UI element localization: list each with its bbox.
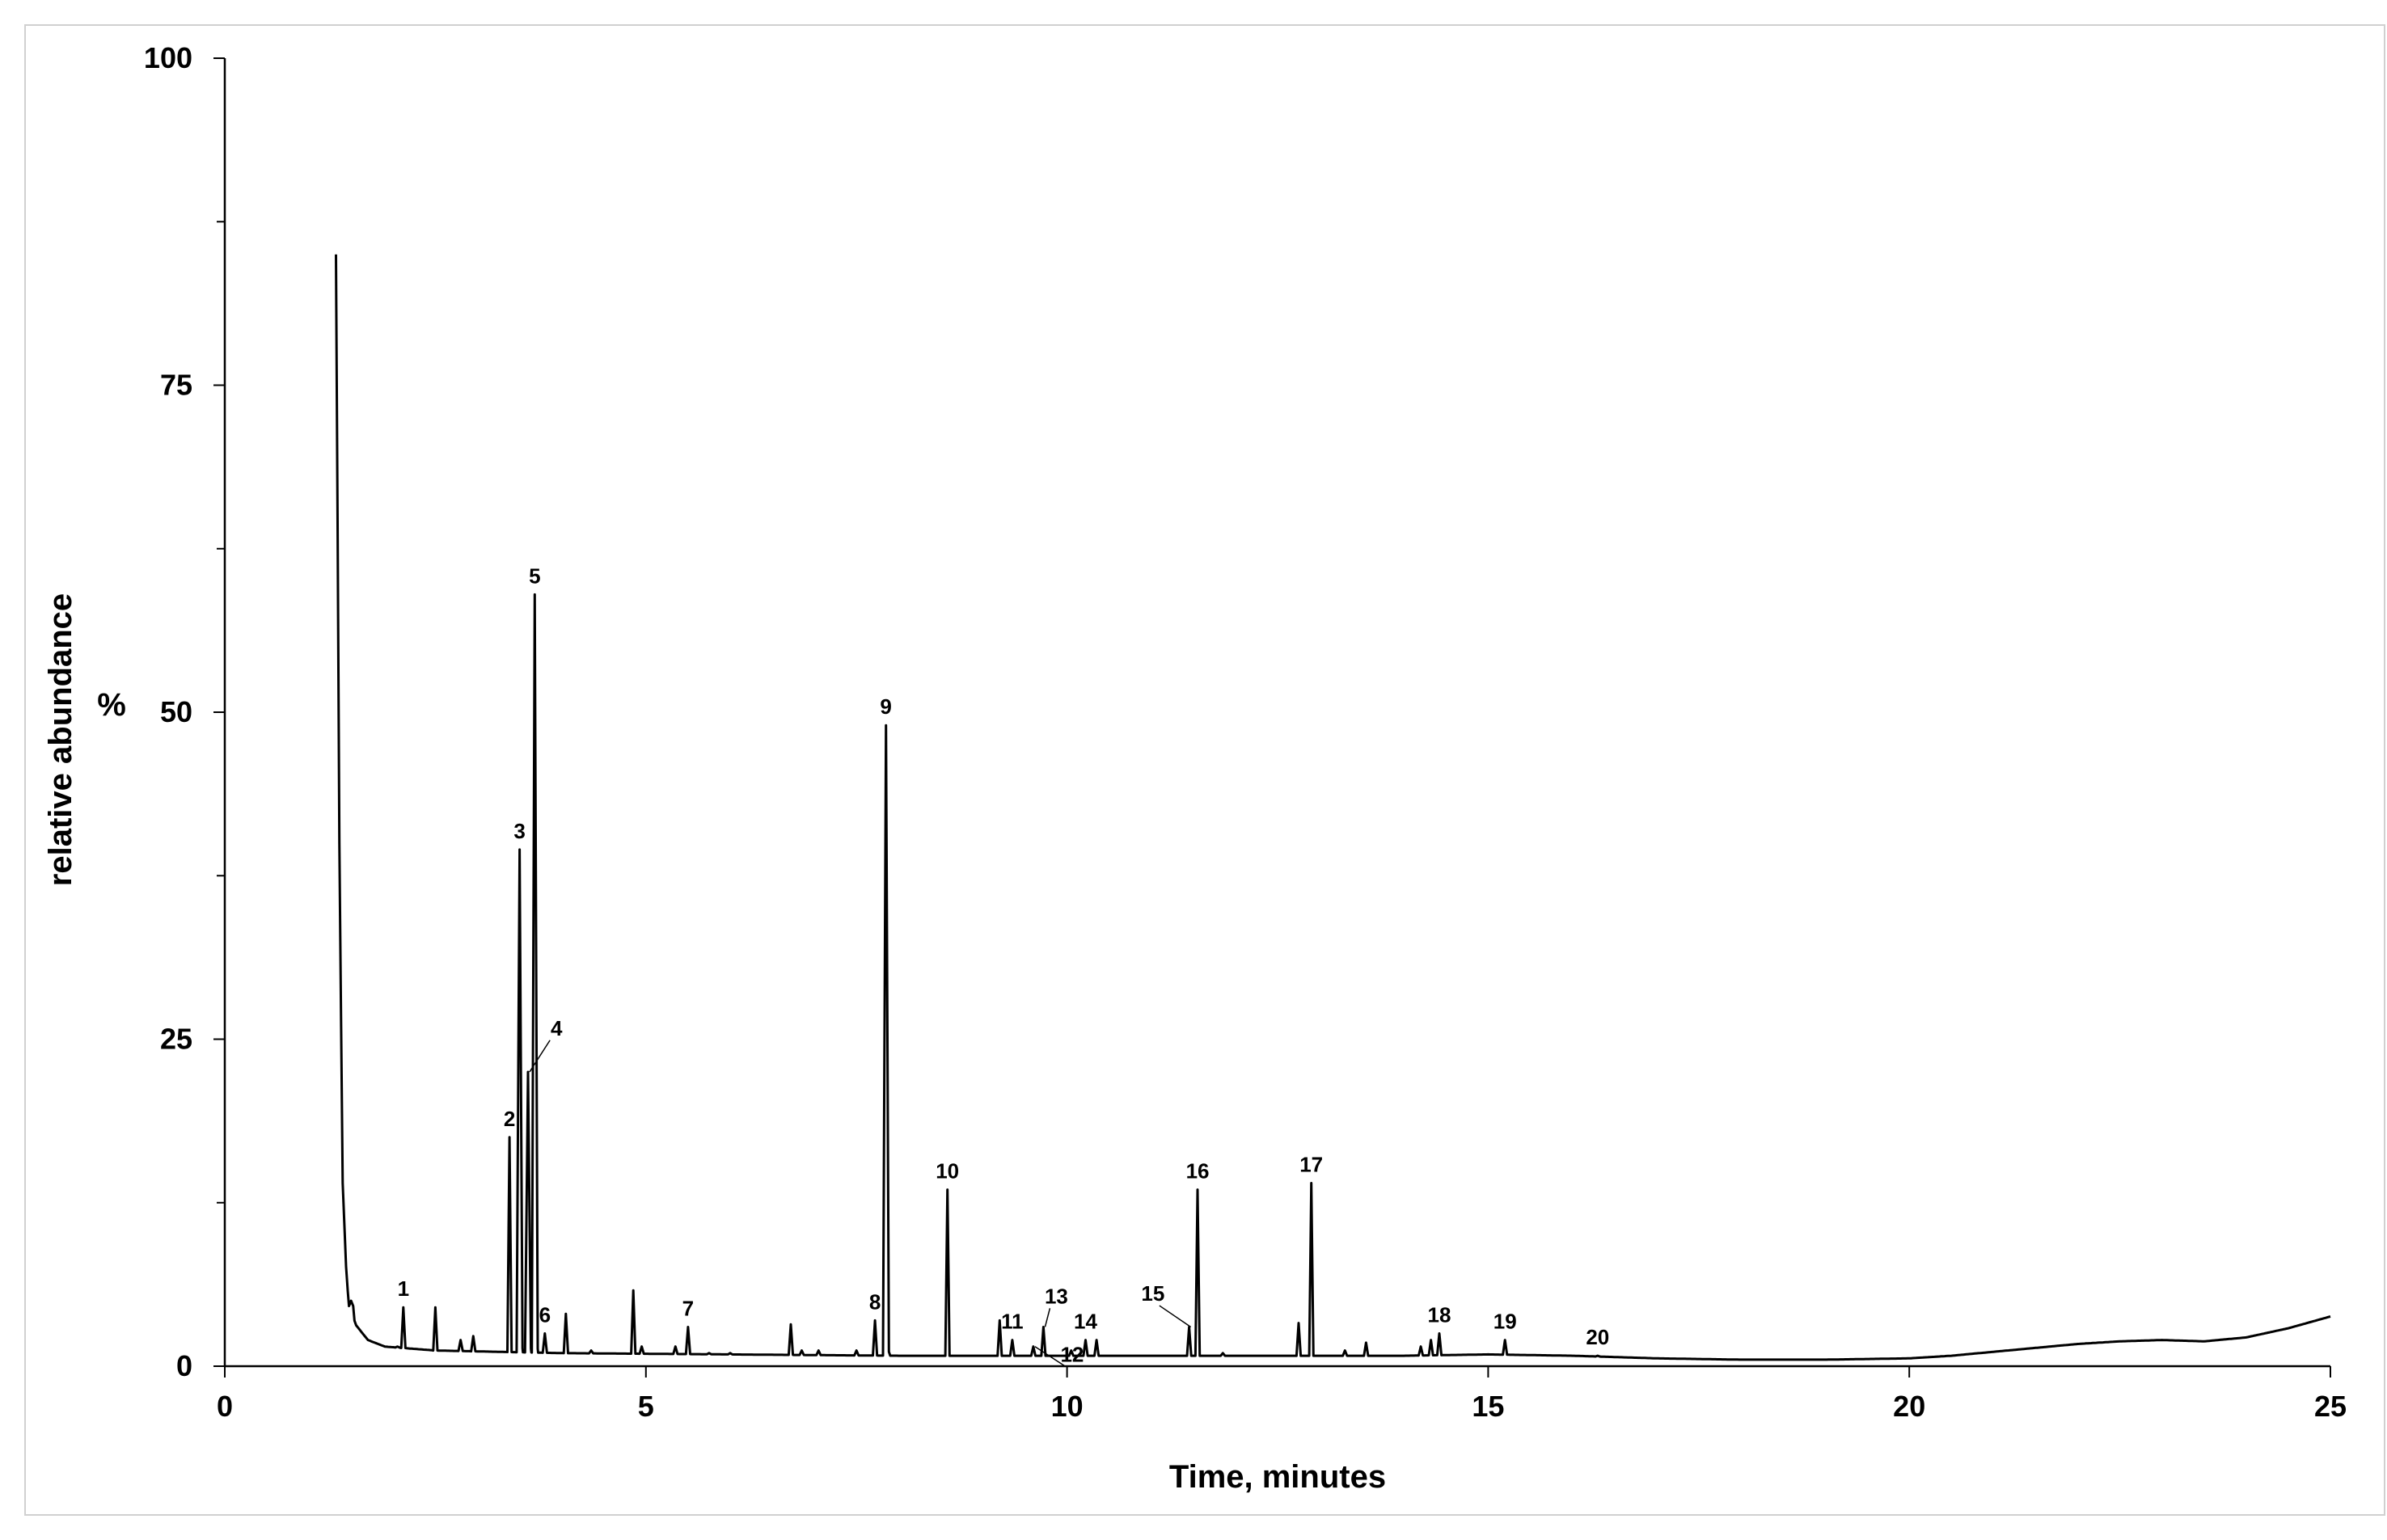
- x-axis-title: Time, minutes: [1169, 1459, 1386, 1495]
- trace-group: [335, 254, 2331, 1361]
- peak-label-6: 6: [539, 1303, 551, 1327]
- y-tick-label: 50: [160, 695, 192, 728]
- peak-label-1: 1: [398, 1276, 409, 1301]
- chromatogram-trace: [335, 254, 2331, 1361]
- peak-12-leader: [1034, 1346, 1067, 1368]
- y-axis-title: relative abundance: [43, 593, 78, 886]
- x-tick-label: 0: [217, 1390, 233, 1423]
- peak-label-10: 10: [936, 1159, 959, 1183]
- peak-label-3: 3: [513, 819, 525, 843]
- peak-label-20: 20: [1586, 1325, 1609, 1349]
- peak-label-9: 9: [880, 694, 891, 719]
- peak-label-14: 14: [1074, 1310, 1097, 1334]
- peak-label-4: 4: [551, 1016, 563, 1040]
- peak-label-16: 16: [1186, 1159, 1210, 1183]
- x-tick-label: 25: [2314, 1390, 2347, 1423]
- y-tick-label: 75: [160, 369, 192, 402]
- peak-label-17: 17: [1299, 1152, 1323, 1176]
- peak-label-5: 5: [529, 563, 540, 588]
- peak-label-8: 8: [869, 1289, 881, 1314]
- peak-15-leader: [1159, 1305, 1192, 1328]
- chart-frame: [24, 24, 2385, 1516]
- x-tick-label: 5: [638, 1390, 654, 1423]
- peak-label-18: 18: [1428, 1303, 1451, 1327]
- y-tick-label: 0: [176, 1349, 192, 1382]
- y-axis-unit: %: [97, 687, 126, 723]
- peak-label-15: 15: [1141, 1281, 1164, 1306]
- peak-label-19: 19: [1493, 1310, 1517, 1334]
- peak-13-leader: [1044, 1308, 1051, 1327]
- peak-4-leader: [529, 1040, 551, 1073]
- x-tick-label: 20: [1893, 1390, 1925, 1423]
- y-tick-label: 100: [144, 41, 192, 74]
- peak-label-7: 7: [682, 1296, 694, 1320]
- peak-label-2: 2: [504, 1107, 515, 1131]
- x-tick-label: 10: [1051, 1390, 1084, 1423]
- x-tick-label: 15: [1472, 1390, 1504, 1423]
- peak-label-13: 13: [1045, 1284, 1068, 1308]
- peak-label-11: 11: [1001, 1310, 1024, 1334]
- peak-label-12: 12: [1060, 1343, 1084, 1367]
- y-tick-label: 25: [160, 1023, 192, 1056]
